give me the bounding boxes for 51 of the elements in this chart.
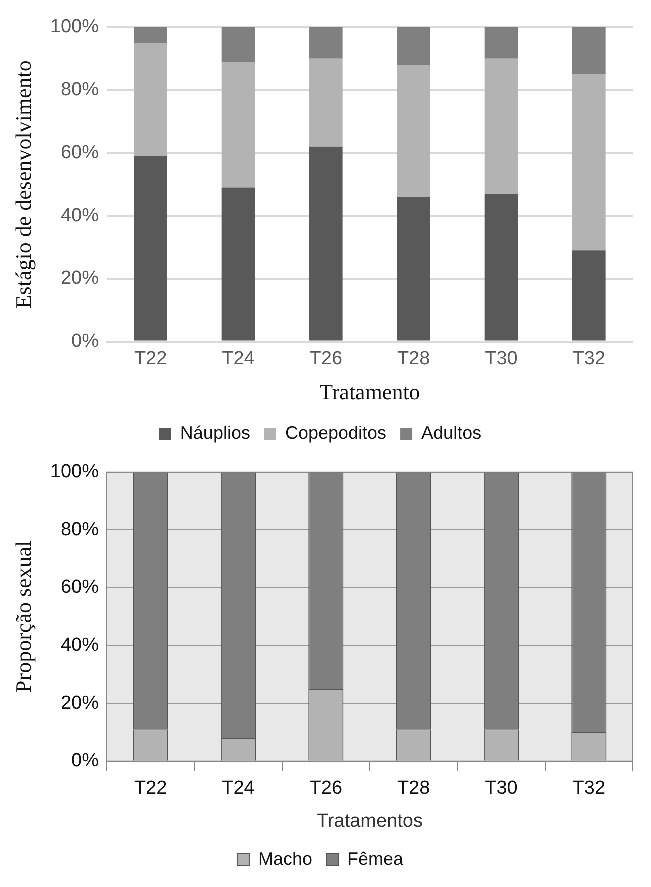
x-tick-label: T26: [310, 778, 343, 800]
legend-label: Copepoditos: [285, 422, 387, 443]
bar: [310, 27, 343, 59]
legend-label: Fêmea: [348, 848, 405, 869]
y-tick-label: 100%: [50, 16, 100, 38]
legend-label: Náuplios: [180, 422, 250, 443]
y-tick-label: 60%: [60, 577, 100, 598]
bar: [222, 62, 256, 188]
x-tick-label: T28: [397, 778, 430, 800]
bar: [484, 194, 518, 341]
bar: [134, 43, 168, 156]
y-tick-label: 0%: [72, 750, 100, 772]
y-tick-label: 100%: [50, 462, 100, 483]
x-tick-label: T24: [222, 348, 256, 370]
y-tick-label: 0%: [72, 331, 100, 352]
x-axis-title: Tratamentos: [317, 810, 423, 832]
y-axis-title: Estágio de desenvolvimento: [10, 60, 36, 309]
legend-label: Macho: [258, 848, 313, 869]
x-tick-label: T24: [222, 778, 256, 800]
x-tick-label: T22: [134, 778, 168, 800]
x-tick-label: T32: [572, 778, 606, 800]
y-tick-label: 20%: [60, 268, 100, 290]
bar: [134, 156, 168, 341]
bar: [222, 188, 256, 341]
y-tick-label: 40%: [60, 205, 100, 226]
bar: [572, 250, 606, 341]
y-tick-label: 80%: [60, 519, 100, 540]
y-tick-label: 80%: [60, 80, 100, 101]
bar: [134, 27, 168, 44]
x-tick-label: T32: [572, 348, 606, 370]
bar: [222, 27, 256, 62]
bar: [572, 27, 606, 75]
x-axis-title: Tratamento: [320, 380, 420, 405]
bar: [484, 58, 518, 194]
y-tick-label: 40%: [60, 635, 100, 656]
bar: [572, 74, 606, 251]
x-tick-label: T30: [485, 778, 518, 800]
bar: [310, 146, 343, 341]
bar: [310, 58, 343, 147]
y-axis-title: Proporção sexual: [10, 540, 36, 693]
y-tick-label: 60%: [60, 142, 100, 164]
x-tick-label: T28: [397, 348, 430, 370]
bar: [397, 27, 430, 66]
x-tick-label: T26: [310, 348, 343, 370]
x-tick-label: T30: [485, 348, 518, 370]
legend-label: Adultos: [422, 422, 482, 443]
bar: [397, 65, 430, 198]
bar: [484, 27, 518, 59]
bar: [397, 197, 430, 341]
x-tick-label: T22: [134, 348, 168, 370]
y-tick-label: 20%: [60, 692, 100, 714]
